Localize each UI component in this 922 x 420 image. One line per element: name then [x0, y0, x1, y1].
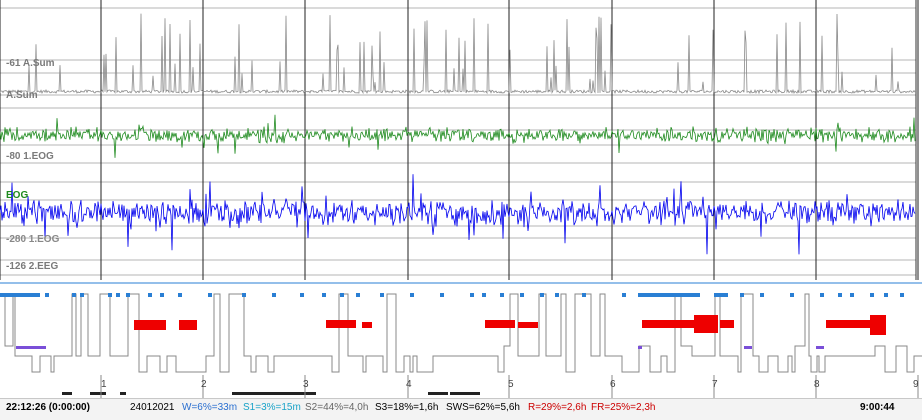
hour-tick-3: 3 [303, 379, 309, 390]
wake-marker [540, 293, 544, 297]
start-time: 22:12:26 (0:00:00) [6, 402, 90, 413]
hour-tick-4: 4 [406, 379, 412, 390]
hypnogram [0, 282, 922, 398]
wake-marker [340, 293, 344, 297]
rem-block [485, 320, 515, 328]
rem-block [870, 315, 886, 335]
rem-block [326, 320, 356, 328]
wake-marker [148, 293, 152, 297]
rem-block [179, 320, 197, 330]
rem-block [720, 320, 734, 328]
stat-sws: SWS=62%=5,6h [446, 402, 520, 413]
wake-marker [322, 293, 326, 297]
hypnogram-stage-line [0, 293, 922, 373]
movement-bar [62, 392, 72, 395]
eog2-trace [0, 174, 916, 255]
wake-marker [470, 293, 474, 297]
movement-bar [428, 392, 448, 395]
s1-marker [638, 346, 642, 349]
wake-bar [664, 293, 700, 297]
signal-traces-panel [0, 0, 919, 280]
stat-s1: S1=3%=15m [243, 402, 301, 413]
wake-marker [440, 293, 444, 297]
stat-fr: FR=25%=2,3h [591, 402, 656, 413]
asum-trace [0, 13, 916, 95]
signal-waveforms [0, 13, 916, 255]
wake-marker [850, 293, 854, 297]
rem-block [694, 315, 718, 333]
wake-bar [640, 293, 670, 297]
wake-marker [760, 293, 764, 297]
wake-marker [622, 293, 626, 297]
stat-rem: R=29%=2,6h [528, 402, 587, 413]
stat-wake: W=6%=33m [182, 402, 238, 413]
hour-tick-6: 6 [610, 379, 616, 390]
wake-marker [838, 293, 842, 297]
hour-tick-7: 7 [712, 379, 718, 390]
wake-marker [380, 293, 384, 297]
movement-bar [120, 392, 126, 395]
wake-marker [242, 293, 246, 297]
asum-channel-label: A.Sum [6, 90, 38, 101]
movement-bar [90, 392, 106, 395]
wake-marker [126, 293, 130, 297]
eog1-trace [0, 114, 916, 158]
wake-marker [582, 293, 586, 297]
hour-tick-2: 2 [201, 379, 207, 390]
hour-tick-9: 9 [913, 379, 919, 390]
stat-s3: S3=18%=1,6h [375, 402, 439, 413]
wake-marker [208, 293, 212, 297]
eog-tag: EOG [6, 190, 29, 201]
hour-tick-5: 5 [508, 379, 514, 390]
rem-block [826, 320, 872, 328]
wake-marker [108, 293, 112, 297]
wake-bar [714, 293, 728, 297]
wake-marker [520, 293, 524, 297]
recording-date: 24012021 [130, 402, 175, 413]
s1-marker [744, 346, 752, 349]
movement-bar [232, 392, 316, 395]
rem-block [518, 322, 538, 328]
wake-marker [300, 293, 304, 297]
wake-marker [555, 293, 559, 297]
wake-marker [740, 293, 744, 297]
eog2-scale-label: -280 1.EOG [6, 234, 60, 245]
wake-marker [820, 293, 824, 297]
hour-tick-8: 8 [814, 379, 820, 390]
wake-marker [482, 293, 486, 297]
rem-block [362, 322, 372, 328]
rem-block [642, 320, 698, 328]
eog1-scale-label: -80 1.EOG [6, 151, 54, 162]
wake-marker [72, 293, 76, 297]
hypnogram-graph [0, 282, 922, 398]
wake-marker [410, 293, 414, 297]
wake-marker [900, 293, 904, 297]
asum-scale-label: -61 A.Sum [6, 58, 55, 69]
wake-marker [178, 293, 182, 297]
hour-tick-1: 1 [101, 379, 107, 390]
wake-marker [160, 293, 164, 297]
status-bar: 22:12:26 (0:00:00) 24012021 W=6%=33m S1=… [0, 398, 922, 420]
wake-marker [272, 293, 276, 297]
wake-marker [45, 293, 49, 297]
eeg2-scale-label: -126 2.EEG [6, 261, 59, 272]
wake-marker [790, 293, 794, 297]
wake-marker [80, 293, 84, 297]
rem-block [134, 320, 166, 330]
s1-marker [16, 346, 46, 349]
wake-marker [356, 293, 360, 297]
movement-bar [450, 392, 480, 395]
end-time: 9:00:44 [860, 402, 895, 413]
wake-marker [500, 293, 504, 297]
wake-marker [884, 293, 888, 297]
wake-bar [0, 293, 40, 297]
stat-s2: S2=44%=4,0h [305, 402, 369, 413]
wake-marker [870, 293, 874, 297]
wake-marker [116, 293, 120, 297]
s1-marker [816, 346, 824, 349]
